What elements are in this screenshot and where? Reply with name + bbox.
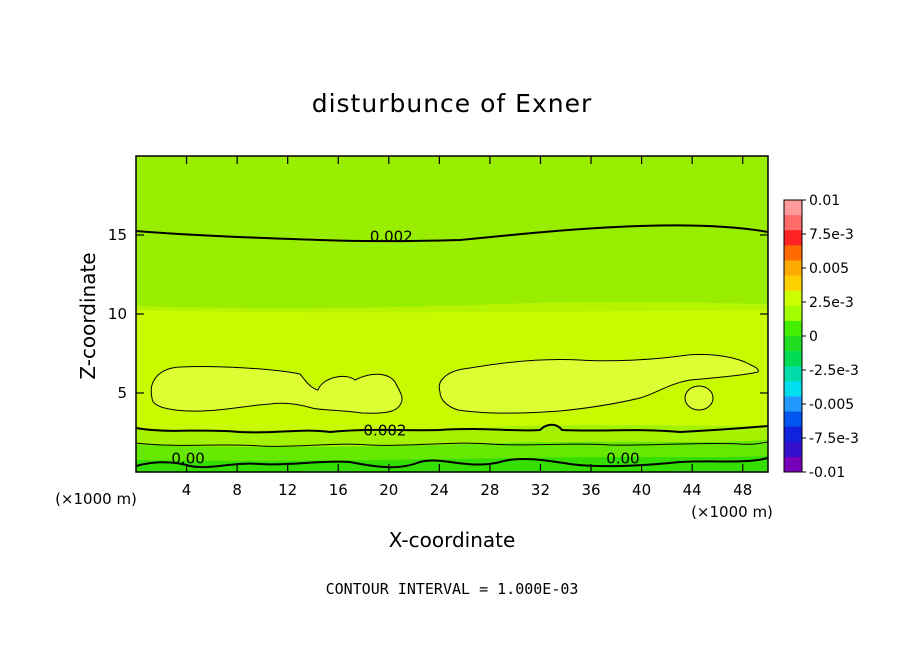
x-tick-label: 12 bbox=[278, 481, 297, 499]
colorbar-label: 0.005 bbox=[809, 261, 849, 277]
colorbar-swatch bbox=[784, 275, 802, 292]
y-unit-label: (×1000 m) bbox=[691, 503, 773, 521]
contour-label: 0.00 bbox=[171, 449, 204, 467]
x-ticks: 4 8 12 16 20 24 28 32 36 40 44 48 bbox=[182, 156, 752, 499]
contour-line-lower-2 bbox=[136, 441, 768, 447]
colorbar-label: 7.5e-3 bbox=[809, 227, 854, 243]
colorbar-label: -0.005 bbox=[809, 397, 854, 413]
colorbar-label: -7.5e-3 bbox=[809, 431, 859, 447]
colorbar-swatch bbox=[784, 230, 802, 246]
colorbar-swatch bbox=[784, 426, 802, 443]
colorbar-swatch bbox=[784, 305, 802, 322]
field-band-top bbox=[136, 156, 768, 314]
x-tick-label: 32 bbox=[531, 481, 550, 499]
colorbar-labels: 0.01 7.5e-3 0.005 2.5e-3 0 -2.5e-3 -0.005 -7.5e… bbox=[802, 193, 859, 481]
x-tick-label: 24 bbox=[430, 481, 449, 499]
x-tick-label: 36 bbox=[581, 481, 600, 499]
x-tick-label: 8 bbox=[232, 481, 242, 499]
field-blob-left bbox=[150, 365, 403, 414]
field-blob-right bbox=[438, 353, 759, 414]
contour-label: 0.00 bbox=[606, 449, 639, 467]
colorbar-swatch bbox=[784, 396, 802, 413]
colorbar-label: -2.5e-3 bbox=[809, 363, 859, 379]
colorbar-swatch bbox=[784, 351, 802, 367]
colorbar-swatch bbox=[784, 200, 802, 216]
colorbar-swatch bbox=[784, 336, 802, 352]
colorbar bbox=[783, 199, 803, 473]
contour-label: 0.002 bbox=[364, 422, 407, 440]
x-tick-label: 44 bbox=[683, 481, 702, 499]
chart-title: disturbunce of Exner bbox=[312, 89, 593, 118]
colorbar-label: -0.01 bbox=[809, 465, 845, 481]
colorbar-swatch bbox=[784, 366, 802, 382]
x-tick-label: 40 bbox=[632, 481, 651, 499]
y-tick-label: 10 bbox=[108, 305, 127, 323]
colorbar-swatch bbox=[784, 441, 802, 458]
contour-line-lower-1 bbox=[136, 423, 768, 434]
colorbar-swatch bbox=[784, 456, 802, 473]
colorbar-swatch bbox=[784, 260, 802, 277]
plot-area: 0.002 0.002 0.00 0.00 bbox=[136, 156, 768, 472]
x-tick-label: 4 bbox=[182, 481, 192, 499]
colorbar-swatch bbox=[784, 290, 802, 307]
colorbar-swatch bbox=[784, 215, 802, 231]
x-tick-label: 28 bbox=[480, 481, 499, 499]
contour-line-zero bbox=[136, 457, 768, 469]
colorbar-label: 0 bbox=[809, 329, 818, 345]
x-unit-label-left: (×1000 m) bbox=[55, 490, 137, 508]
y-tick-label: 5 bbox=[117, 384, 127, 402]
colorbar-swatch bbox=[784, 411, 802, 428]
contour-label: 0.002 bbox=[370, 227, 413, 245]
x-tick-label: 20 bbox=[379, 481, 398, 499]
x-axis-label: X-coordinate bbox=[389, 528, 516, 552]
colorbar-swatch bbox=[784, 245, 802, 261]
y-axis-label: Z-coordinate bbox=[76, 252, 100, 379]
contour-line-upper bbox=[136, 224, 768, 243]
colorbar-label: 0.01 bbox=[809, 193, 840, 209]
field-band-deep-green bbox=[136, 456, 768, 472]
colorbar-swatch bbox=[784, 320, 802, 337]
x-tick-label: 48 bbox=[733, 481, 752, 499]
contour-labels: 0.002 0.002 0.00 0.00 bbox=[171, 227, 639, 467]
x-tick-label: 16 bbox=[329, 481, 348, 499]
field-blob-small bbox=[684, 385, 714, 411]
colorbar-swatch bbox=[784, 381, 802, 397]
contour-interval-note: CONTOUR INTERVAL = 1.000E-03 bbox=[326, 580, 579, 598]
y-ticks: 5 10 15 bbox=[108, 226, 768, 402]
y-tick-label: 15 bbox=[108, 226, 127, 244]
colorbar-label: 2.5e-3 bbox=[809, 295, 854, 311]
